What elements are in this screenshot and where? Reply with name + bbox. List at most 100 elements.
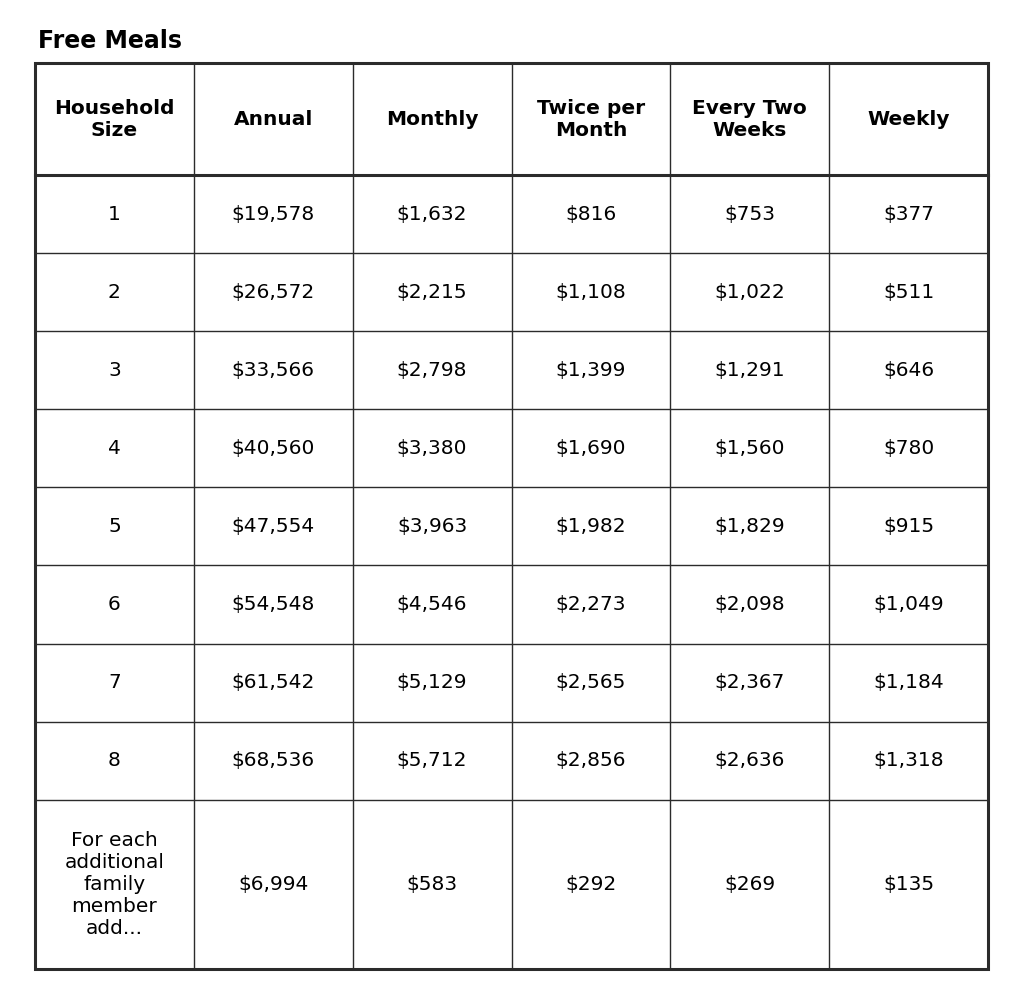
Bar — [194, 253, 352, 331]
Bar — [352, 487, 512, 566]
Text: $511: $511 — [883, 283, 934, 302]
Text: $54,548: $54,548 — [231, 595, 315, 614]
Bar — [829, 800, 988, 969]
Bar — [35, 175, 194, 253]
Text: $1,560: $1,560 — [715, 438, 785, 457]
Text: $2,856: $2,856 — [556, 751, 626, 770]
Bar — [512, 800, 671, 969]
Text: $915: $915 — [883, 517, 934, 536]
Text: $1,108: $1,108 — [556, 283, 627, 302]
Text: $3,963: $3,963 — [397, 517, 467, 536]
Text: $2,636: $2,636 — [715, 751, 785, 770]
Text: $5,712: $5,712 — [397, 751, 467, 770]
Bar — [512, 253, 671, 331]
Text: $1,022: $1,022 — [715, 283, 785, 302]
Bar — [829, 409, 988, 487]
Bar — [512, 175, 671, 253]
Text: $6,994: $6,994 — [238, 875, 308, 894]
Text: $1,632: $1,632 — [397, 205, 467, 224]
Bar — [829, 253, 988, 331]
Bar — [194, 175, 352, 253]
Bar — [35, 331, 194, 409]
Bar — [194, 487, 352, 566]
Bar — [671, 487, 829, 566]
Bar — [671, 644, 829, 722]
Bar — [671, 800, 829, 969]
Bar — [35, 63, 194, 175]
Bar — [35, 566, 194, 644]
Text: $2,215: $2,215 — [396, 283, 467, 302]
Bar — [194, 566, 352, 644]
Bar — [512, 409, 671, 487]
Text: $68,536: $68,536 — [231, 751, 314, 770]
Text: 8: 8 — [108, 751, 121, 770]
Text: Household
Size: Household Size — [54, 99, 175, 140]
Bar — [194, 800, 352, 969]
Text: $583: $583 — [407, 875, 458, 894]
Text: $1,829: $1,829 — [715, 517, 785, 536]
Text: Annual: Annual — [233, 110, 313, 129]
Bar — [671, 566, 829, 644]
Bar — [352, 175, 512, 253]
Text: $2,098: $2,098 — [715, 595, 785, 614]
Bar — [829, 63, 988, 175]
Bar — [671, 409, 829, 487]
Text: 7: 7 — [109, 673, 121, 692]
Bar — [512, 644, 671, 722]
Text: $753: $753 — [724, 205, 775, 224]
Text: $1,399: $1,399 — [556, 361, 626, 380]
Text: $1,318: $1,318 — [873, 751, 944, 770]
Bar — [194, 63, 352, 175]
Text: 1: 1 — [108, 205, 121, 224]
Text: $47,554: $47,554 — [231, 517, 314, 536]
Bar — [35, 800, 194, 969]
Text: 4: 4 — [108, 438, 121, 457]
Text: $33,566: $33,566 — [231, 361, 314, 380]
Bar — [671, 175, 829, 253]
Text: $816: $816 — [565, 205, 616, 224]
Bar — [35, 722, 194, 800]
Bar — [512, 331, 671, 409]
Bar — [352, 566, 512, 644]
Bar — [35, 644, 194, 722]
Bar — [829, 566, 988, 644]
Bar — [352, 644, 512, 722]
Bar — [352, 722, 512, 800]
Bar — [671, 722, 829, 800]
Bar — [352, 800, 512, 969]
Text: 5: 5 — [109, 517, 121, 536]
Text: $780: $780 — [883, 438, 934, 457]
Text: $1,291: $1,291 — [715, 361, 785, 380]
Text: $377: $377 — [883, 205, 934, 224]
Bar — [352, 331, 512, 409]
Text: $269: $269 — [724, 875, 775, 894]
Text: $19,578: $19,578 — [231, 205, 314, 224]
Bar — [512, 63, 671, 175]
Text: $2,565: $2,565 — [556, 673, 626, 692]
Bar — [194, 644, 352, 722]
Bar — [829, 722, 988, 800]
Bar — [829, 331, 988, 409]
Text: $646: $646 — [883, 361, 934, 380]
Bar — [35, 409, 194, 487]
Text: $3,380: $3,380 — [397, 438, 467, 457]
Text: $5,129: $5,129 — [397, 673, 467, 692]
Text: $1,982: $1,982 — [556, 517, 627, 536]
Bar — [512, 722, 671, 800]
Text: $135: $135 — [883, 875, 934, 894]
Text: $1,690: $1,690 — [556, 438, 626, 457]
Text: $1,184: $1,184 — [873, 673, 944, 692]
Text: For each
additional
family
member
add...: For each additional family member add... — [65, 831, 165, 938]
Bar — [512, 566, 671, 644]
Text: $2,367: $2,367 — [715, 673, 785, 692]
Text: 6: 6 — [109, 595, 121, 614]
Bar — [671, 331, 829, 409]
Text: Twice per
Month: Twice per Month — [537, 99, 645, 140]
Text: $61,542: $61,542 — [231, 673, 315, 692]
Bar — [194, 722, 352, 800]
Bar — [671, 253, 829, 331]
Text: $26,572: $26,572 — [231, 283, 314, 302]
Bar — [671, 63, 829, 175]
Text: Weekly: Weekly — [867, 110, 950, 129]
Bar — [35, 487, 194, 566]
